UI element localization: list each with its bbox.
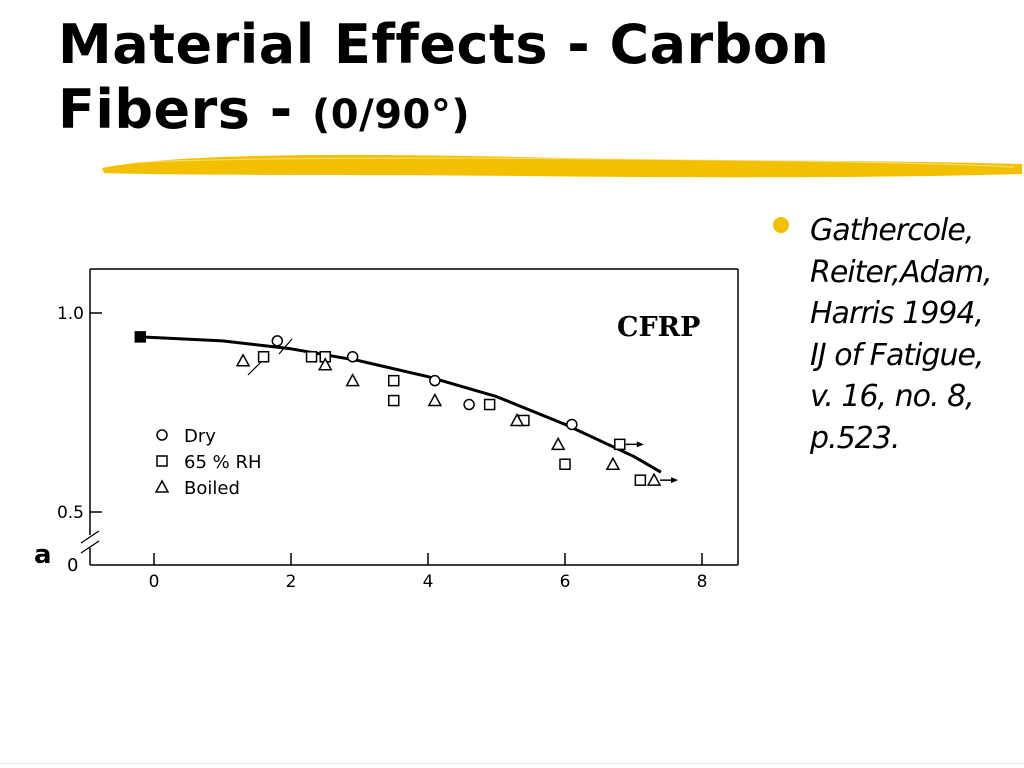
title-sub: (0/90°) — [311, 92, 471, 138]
data-point — [634, 474, 647, 486]
title-main: Material Effects - Carbon Fibers - — [58, 13, 830, 141]
legend-label: Dry — [184, 426, 216, 447]
citation-text: Gathercole, Reiter,Adam, Harris 1994, IJ… — [810, 210, 1024, 459]
fit-curve-line — [140, 335, 662, 474]
y-zero-label: 0 — [67, 555, 78, 576]
footer-divider — [0, 763, 1024, 764]
data-point — [317, 357, 333, 371]
data-point — [566, 418, 578, 431]
axis-ticks: 0 2 4 6 8 1.0 0.5 — [57, 304, 707, 592]
x-tick-label: 8 — [697, 572, 708, 592]
axis-break-mark — [80, 530, 100, 544]
legend-marker — [156, 429, 168, 441]
legend-label: 65 % RH — [184, 452, 262, 473]
title-underline-highlight — [139, 157, 1016, 168]
data-point — [257, 351, 270, 363]
data-point — [605, 456, 621, 470]
data-point — [509, 412, 525, 427]
data-point — [305, 351, 318, 363]
y-tick-label: 0.5 — [57, 503, 84, 523]
data-point — [463, 398, 475, 411]
data-point — [646, 472, 662, 486]
data-point — [483, 398, 496, 411]
bullet-icon — [773, 217, 789, 233]
legend-marker — [156, 455, 168, 467]
data-point — [614, 438, 626, 451]
data-point — [429, 374, 441, 387]
citation-line: Reiter,Adam, — [810, 254, 993, 290]
data-points — [134, 331, 679, 486]
data-point — [427, 392, 443, 407]
chart-title: CFRP — [617, 312, 700, 343]
citation-line: p.523. — [810, 420, 900, 456]
data-point — [388, 374, 400, 387]
data-point — [346, 351, 359, 363]
annotation-line — [278, 338, 293, 355]
y-tick-label: 1.0 — [57, 304, 84, 324]
legend-label: Boiled — [184, 478, 240, 499]
y-axis-label: a — [34, 540, 52, 570]
axis-break-mark — [80, 540, 100, 554]
citation-line: Gathercole, — [810, 213, 974, 248]
citation-line: IJ of Fatigue, — [810, 337, 984, 373]
data-point — [550, 436, 566, 451]
x-tick-label: 4 — [423, 572, 434, 592]
x-tick-label: 0 — [149, 572, 160, 592]
slide-title: Material Effects - Carbon Fibers - (0/90… — [58, 12, 978, 148]
legend-marker — [154, 479, 170, 493]
data-point — [345, 373, 360, 387]
legend: Dry 65 % RH Boiled — [154, 426, 262, 499]
citation-line: Harris 1994, — [810, 296, 984, 331]
runout-arrowhead — [636, 441, 644, 448]
title-underline — [102, 154, 1022, 178]
x-tick-label: 2 — [286, 572, 297, 592]
data-point — [235, 353, 251, 367]
runout-arrowhead — [671, 477, 679, 484]
title-underline-stroke — [102, 154, 1022, 178]
fatigue-chart: 0 2 4 6 8 1.0 0.5 Dry 65 % RH Boiled CFRP a 0 — [34, 268, 739, 592]
citation-line: v. 16, no. 8, — [810, 379, 975, 414]
data-point — [559, 458, 571, 470]
data-point — [134, 331, 147, 343]
data-point — [271, 335, 284, 347]
data-point — [388, 394, 400, 407]
x-tick-label: 6 — [560, 572, 571, 592]
